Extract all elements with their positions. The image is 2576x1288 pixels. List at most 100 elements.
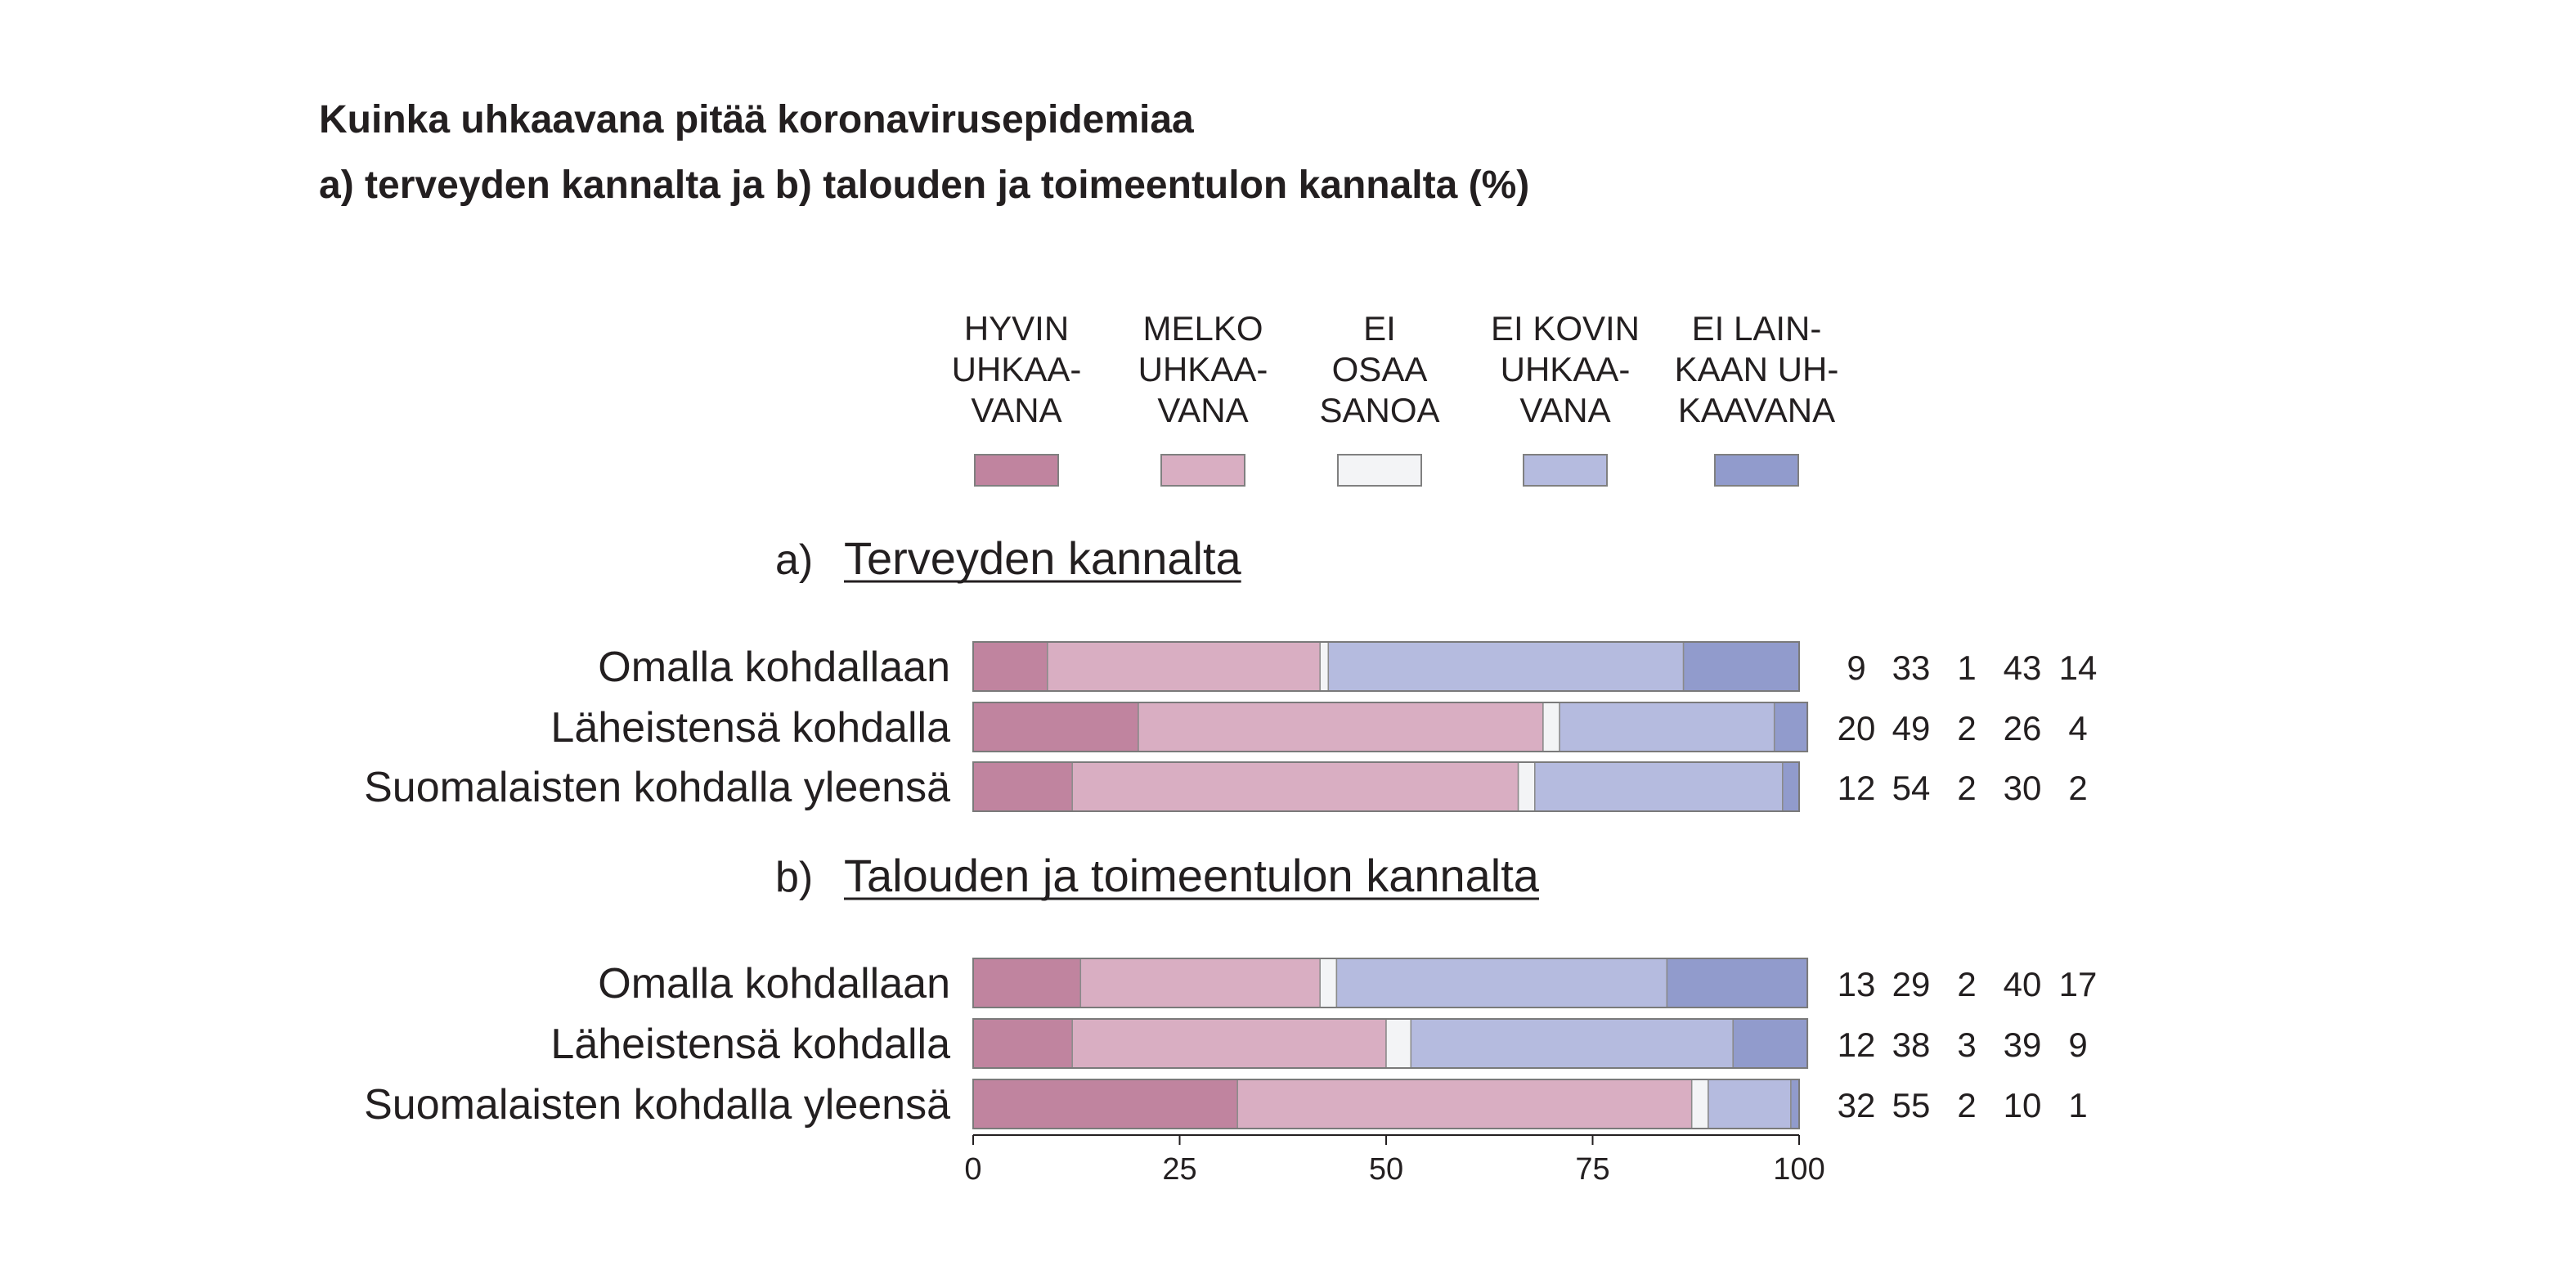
data-label: 33 [1892,648,1931,687]
data-label: 43 [2004,648,2042,687]
data-label: 2 [1957,965,1976,1003]
legend-label: KAAVANA [1678,391,1835,429]
legend-label: HYVIN [964,309,1069,348]
data-label: 55 [1892,1086,1931,1124]
panel: a) Terveyden kannalta Omalla kohdallaan 9 33… [364,532,2098,812]
x-tick-label: 50 [1369,1152,1403,1187]
bar-segment [972,1079,1238,1129]
bar-segment [972,1018,1073,1069]
data-label: 2 [1957,1086,1976,1124]
bar-row: Läheistensä kohdalla 20 49 2 26 4 [550,702,2088,752]
x-tick-label: 75 [1575,1152,1609,1187]
bar-segment [1782,761,1800,812]
data-label: 9 [2068,1025,2087,1064]
x-tick-label: 100 [1773,1152,1824,1187]
bar-segment [1385,1018,1412,1069]
data-label: 29 [1892,965,1931,1003]
legend-label: UHKAA- [952,350,1082,388]
bar-segment [1666,958,1808,1008]
category-label: Omalla kohdallaan [598,644,950,691]
bar-segment [1327,641,1685,692]
bar-segment [1534,761,1784,812]
data-label: 30 [2004,769,2042,807]
bar-segment [1071,761,1519,812]
category-label: Suomalaisten kohdalla yleensä [364,1081,950,1129]
bar-segment [1079,958,1321,1008]
bar-outline [972,1018,1809,1069]
legend-label: VANA [971,391,1061,429]
data-label: 3 [1957,1025,1976,1064]
data-label: 38 [1892,1025,1931,1064]
data-label: 14 [2059,648,2098,687]
category-label: Läheistensä kohdalla [550,1021,950,1068]
bar-outline [972,702,1809,752]
data-label: 2 [1957,769,1976,807]
x-axis: 0 25 50 75 100 [964,1134,1825,1187]
panel-title: Terveyden kannalta [844,532,1242,584]
legend-label: EI [1363,309,1396,348]
bar-row: Suomalaisten kohdalla yleensä 12 54 2 30 2 [364,761,2088,812]
legend: HYVINUHKAA-VANAMELKOUHKAA-VANAEIOSAASANO… [952,309,1839,487]
bar-segment [1335,958,1668,1008]
data-label: 26 [2004,709,2042,747]
data-label: 13 [1838,965,1876,1003]
legend-swatch [974,454,1059,487]
bar-segment [972,641,1048,692]
chart-title-line2: a) terveyden kannalta ja b) talouden ja … [319,164,1529,207]
data-label: 2 [2068,769,2087,807]
data-label: 1 [1957,648,1976,687]
bar-outline [972,641,1800,692]
panel: b) Talouden ja toimeentulon kannalta Omall… [364,850,2097,1129]
bar-segment [1410,1018,1734,1069]
legend-label: VANA [1157,391,1248,429]
data-label: 32 [1838,1086,1876,1124]
data-label: 4 [2068,709,2087,747]
bar-outline [972,761,1800,812]
category-label: Läheistensä kohdalla [550,704,950,752]
legend-swatch [1337,454,1422,487]
bar-outline [972,1079,1800,1129]
legend-swatch [1523,454,1608,487]
legend-swatch [1160,454,1245,487]
bar-segment [1773,702,1808,752]
bar-segment [972,761,1073,812]
chart-title-line1: Kuinka uhkaavana pitää koronavirusepidem… [319,98,1194,141]
data-label: 2 [1957,709,1976,747]
bar-segment [1236,1079,1693,1129]
legend-label: MELKO [1142,309,1263,348]
bar-row: Omalla kohdallaan 13 29 2 40 17 [598,958,2097,1008]
bar-segment [1682,641,1800,692]
bar-row: Suomalaisten kohdalla yleensä 32 55 2 10 1 [364,1079,2088,1129]
bar-segment [1708,1079,1792,1129]
bar-segment [972,958,1082,1008]
bar-segment [1517,761,1536,812]
legend-label: KAAN UH- [1675,350,1839,388]
data-label: 1 [2068,1086,2087,1124]
legend-label: UHKAA- [1138,350,1268,388]
bar-segment [1319,641,1330,692]
bar-outline [972,958,1809,1008]
panel-letter: b) [775,854,813,901]
category-label: Omalla kohdallaan [598,960,950,1008]
data-label: 12 [1838,1025,1876,1064]
panel-title: Talouden ja toimeentulon kannalta [844,850,1540,901]
bar-segment [1559,702,1775,752]
data-label: 40 [2004,965,2042,1003]
legend-label: VANA [1519,391,1610,429]
legend-swatch [1714,454,1799,487]
x-tick-label: 25 [1162,1152,1196,1187]
data-label: 39 [2004,1025,2042,1064]
legend-label: EI LAIN- [1692,309,1822,348]
bar-segment [1138,702,1544,752]
x-tick-label: 0 [964,1152,981,1187]
bar-segment [1790,1079,1800,1129]
data-label: 12 [1838,769,1876,807]
category-label: Suomalaisten kohdalla yleensä [364,764,950,811]
data-label: 20 [1838,709,1876,747]
legend-label: SANOA [1319,391,1439,429]
bar-segment [1319,958,1338,1008]
legend-label: UHKAA- [1501,350,1631,388]
bar-segment [1732,1018,1808,1069]
